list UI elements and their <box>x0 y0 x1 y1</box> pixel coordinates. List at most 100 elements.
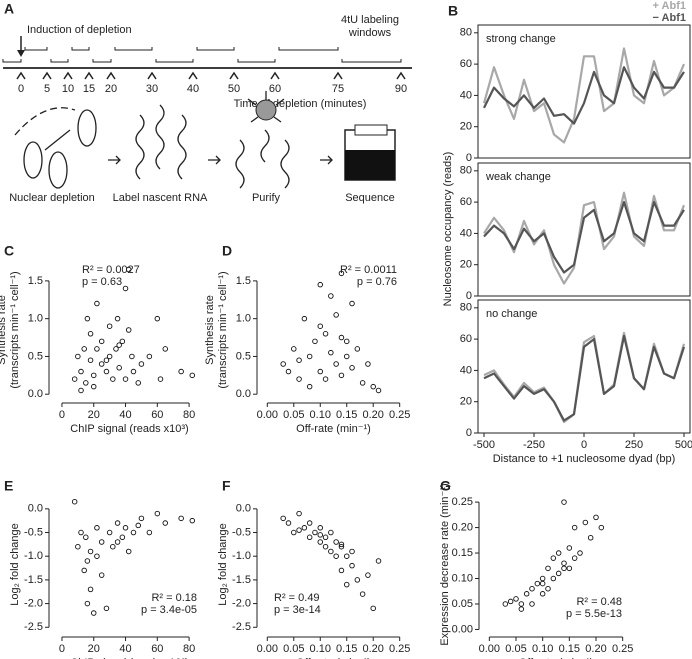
subplot-frame <box>477 24 691 159</box>
point <box>306 383 313 390</box>
point <box>81 567 87 574</box>
point <box>83 534 89 541</box>
point <box>577 550 583 556</box>
point <box>296 510 302 517</box>
point <box>566 565 573 572</box>
timepoint-caret <box>229 71 239 80</box>
y-tick-label: 40 <box>460 89 472 101</box>
y-tick-label: 0.25 <box>452 496 473 508</box>
point <box>312 529 318 536</box>
line <box>483 66 685 125</box>
y-tick-label: -2.0 <box>232 597 251 609</box>
point <box>84 600 91 607</box>
point <box>349 562 355 569</box>
x-tick-label: 20 <box>88 409 100 421</box>
point <box>78 368 84 375</box>
windows-label: windows <box>348 27 392 39</box>
panel-label: C <box>4 243 14 259</box>
point <box>135 522 141 529</box>
point <box>343 553 350 559</box>
point <box>116 365 122 371</box>
point <box>359 380 366 386</box>
y-tick-label: -2.5 <box>24 621 43 633</box>
point <box>178 515 184 522</box>
y-tick-label: 1.0 <box>28 313 43 325</box>
timepoint-caret <box>188 71 198 80</box>
y-tick-label: -0.5 <box>24 526 43 538</box>
point <box>178 368 184 375</box>
y-tick-label: 60 <box>460 333 472 345</box>
point <box>359 591 366 597</box>
point <box>146 353 153 360</box>
point <box>507 598 514 605</box>
timepoint-caret <box>106 71 116 80</box>
timepoint-label: 90 <box>395 83 407 95</box>
point <box>280 361 286 367</box>
x-tick-label: 250 <box>625 439 643 451</box>
step-label: Label nascent RNA <box>113 192 208 204</box>
point <box>90 372 97 379</box>
x-tick-label: 0.00 <box>257 409 278 421</box>
labeling-window <box>50 59 69 63</box>
point <box>561 560 567 566</box>
point <box>333 553 339 559</box>
point <box>189 517 196 524</box>
point <box>87 548 94 555</box>
point <box>333 312 339 318</box>
x-tick-label: 0.05 <box>283 409 304 421</box>
x-tick-label: 40 <box>119 409 131 421</box>
point <box>90 610 97 616</box>
point <box>322 331 329 337</box>
point <box>291 346 297 352</box>
point <box>328 529 334 536</box>
x-tick-label: 0.05 <box>505 643 526 655</box>
point <box>119 534 126 541</box>
point <box>106 323 113 329</box>
point <box>518 601 525 607</box>
y-tick-label: 80 <box>460 165 472 177</box>
x-axis-label: Off-rate (min⁻¹) <box>519 657 594 659</box>
point <box>103 357 110 363</box>
point <box>94 300 100 307</box>
timepoint-label: 75 <box>332 83 344 95</box>
point <box>571 555 578 561</box>
labeling-window <box>196 47 235 51</box>
panel-label: E <box>4 478 13 494</box>
point <box>534 580 541 587</box>
timepoints: 0 5 10 15 20 30 40 50 60 75 90 <box>2 47 407 95</box>
timepoint-caret <box>333 71 343 80</box>
point <box>130 529 137 536</box>
point <box>518 606 525 612</box>
point <box>545 565 551 572</box>
point <box>333 539 339 545</box>
timepoint-caret <box>16 71 26 80</box>
x-axis-label: Distance to +1 nucleosome dyad (bp) <box>493 453 676 465</box>
point <box>110 376 116 382</box>
y-tick-label: 80 <box>460 302 472 314</box>
y-tick-label: 20 <box>460 396 472 408</box>
point <box>103 368 110 375</box>
point <box>349 365 355 371</box>
point <box>119 338 126 345</box>
point <box>306 534 313 541</box>
labeling-window <box>237 59 276 63</box>
x-tick-label: -500 <box>473 439 495 451</box>
x-tick-label: 500 <box>675 439 692 451</box>
panel-a: A Induction of depletion 4tU labeling wi… <box>2 1 412 204</box>
labeling-window <box>114 47 153 51</box>
x-tick-label: 0.10 <box>310 409 331 421</box>
x-tick-label: 0 <box>59 643 65 655</box>
y-axis-label: Log₂ fold change <box>9 523 21 606</box>
point <box>571 524 578 531</box>
x-tick-label: 0.20 <box>363 643 384 655</box>
point <box>122 285 129 292</box>
x-axis-label: Off-rate (min⁻¹) <box>296 423 371 435</box>
point <box>555 570 562 577</box>
y-tick-label: 0.10 <box>452 572 473 584</box>
point <box>317 532 324 538</box>
y-tick-label: 0.15 <box>452 547 473 559</box>
x-tick-label: 0 <box>59 409 65 421</box>
point <box>545 585 551 592</box>
panel-label: G <box>440 478 451 494</box>
point <box>116 342 122 348</box>
